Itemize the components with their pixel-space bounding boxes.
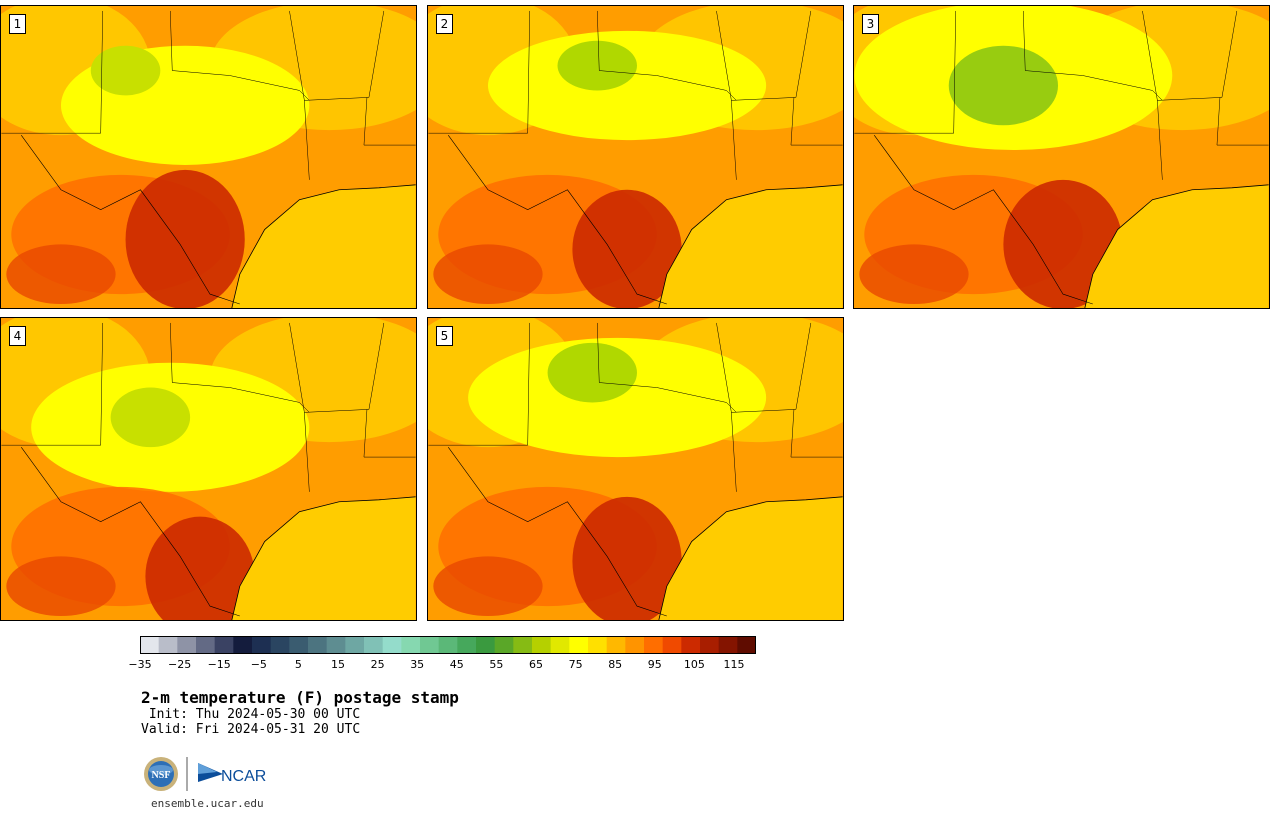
temperature-map-1 bbox=[1, 6, 416, 308]
panel-number: 4 bbox=[9, 326, 26, 346]
colorbar-bin bbox=[158, 636, 178, 654]
map-panel-2[interactable]: 2 bbox=[427, 5, 844, 309]
ncar-logo-text: NCAR bbox=[221, 768, 266, 785]
colorbar-bin bbox=[326, 636, 346, 654]
colorbar-bin bbox=[606, 636, 626, 654]
colorbar-bin bbox=[550, 636, 570, 654]
colorbar-tick-label: −25 bbox=[167, 658, 192, 671]
ncar-logo-icon: NCAR bbox=[198, 763, 266, 785]
colorbar-tick-labels: −35 −25 −15 −5 5 15 25 35 45 55 65 75 85 95 105 115 bbox=[128, 658, 756, 672]
colorbar-bin bbox=[382, 636, 402, 654]
colorbar-bin bbox=[214, 636, 234, 654]
panel-number: 5 bbox=[436, 326, 453, 346]
valid-time: Valid: Fri 2024-05-31 20 UTC bbox=[141, 722, 361, 737]
colorbar-bin bbox=[494, 636, 514, 654]
colorbar-tick-label: −15 bbox=[207, 658, 231, 671]
site-url[interactable]: ensemble.ucar.edu bbox=[151, 797, 264, 810]
colorbar-tick-label: 75 bbox=[568, 658, 583, 671]
panel-number: 2 bbox=[436, 14, 453, 34]
colorbar-bin bbox=[345, 636, 365, 654]
colorbar-bin bbox=[569, 636, 589, 654]
colorbar-bin bbox=[718, 636, 738, 654]
colorbar-bin bbox=[588, 636, 608, 654]
nsf-logo-icon: NSF bbox=[144, 757, 178, 791]
chart-title: 2-m temperature (F) postage stamp bbox=[141, 688, 459, 707]
colorbar-bin bbox=[401, 636, 421, 654]
colorbar-bin bbox=[196, 636, 216, 654]
colorbar-tick-label: 95 bbox=[647, 658, 662, 671]
colorbar-bin bbox=[289, 636, 309, 654]
panel-number: 1 bbox=[9, 14, 26, 34]
map-panel-1[interactable]: 1 bbox=[0, 5, 417, 309]
colorbar-bin bbox=[700, 636, 720, 654]
colorbar-tick-label: 65 bbox=[529, 658, 543, 671]
temperature-map-3 bbox=[854, 6, 1269, 308]
colorbar-bin bbox=[233, 636, 253, 654]
colorbar-bin bbox=[308, 636, 328, 654]
colorbar-tick-label: 35 bbox=[410, 658, 425, 671]
colorbar-tick-label: −5 bbox=[250, 658, 267, 671]
init-time: Init: Thu 2024-05-30 00 UTC bbox=[141, 707, 361, 722]
colorbar-tick-label: 85 bbox=[608, 658, 623, 671]
colorbar-bin bbox=[270, 636, 290, 654]
colorbar-bin bbox=[364, 636, 384, 654]
temperature-map-2 bbox=[428, 6, 843, 308]
panel-number: 3 bbox=[862, 14, 879, 34]
colorbar-bin bbox=[625, 636, 645, 654]
colorbar-bin bbox=[420, 636, 440, 654]
colorbar-bin bbox=[457, 636, 477, 654]
colorbar-tick-label: 115 bbox=[723, 658, 745, 671]
map-panel-4[interactable]: 4 bbox=[0, 317, 417, 621]
temperature-map-4 bbox=[1, 318, 416, 620]
colorbar-tick-label: 45 bbox=[449, 658, 464, 671]
colorbar-bin bbox=[662, 636, 682, 654]
temperature-colorbar bbox=[140, 636, 756, 654]
map-panel-3[interactable]: 3 bbox=[853, 5, 1270, 309]
colorbar-bin bbox=[177, 636, 197, 654]
colorbar-bin bbox=[513, 636, 533, 654]
colorbar-tick-label: 55 bbox=[489, 658, 504, 671]
colorbar-tick-label: −35 bbox=[128, 658, 152, 671]
colorbar-bin bbox=[532, 636, 552, 654]
map-panel-5[interactable]: 5 bbox=[427, 317, 844, 621]
colorbar-bin bbox=[140, 636, 160, 654]
colorbar-bin bbox=[438, 636, 458, 654]
colorbar-tick-label: 5 bbox=[294, 658, 302, 671]
colorbar-tick-label: 15 bbox=[331, 658, 345, 671]
colorbar-tick-label: 25 bbox=[370, 658, 385, 671]
colorbar-bin bbox=[737, 636, 756, 654]
nsf-ncar-logos: NSF NCAR bbox=[144, 757, 266, 791]
colorbar-bin bbox=[252, 636, 272, 654]
colorbar-bin bbox=[681, 636, 701, 654]
temperature-map-5 bbox=[428, 318, 843, 620]
colorbar-bin bbox=[644, 636, 664, 654]
colorbar-tick-label: 105 bbox=[683, 658, 705, 671]
colorbar-bin bbox=[476, 636, 496, 654]
nsf-logo-text: NSF bbox=[152, 770, 171, 781]
